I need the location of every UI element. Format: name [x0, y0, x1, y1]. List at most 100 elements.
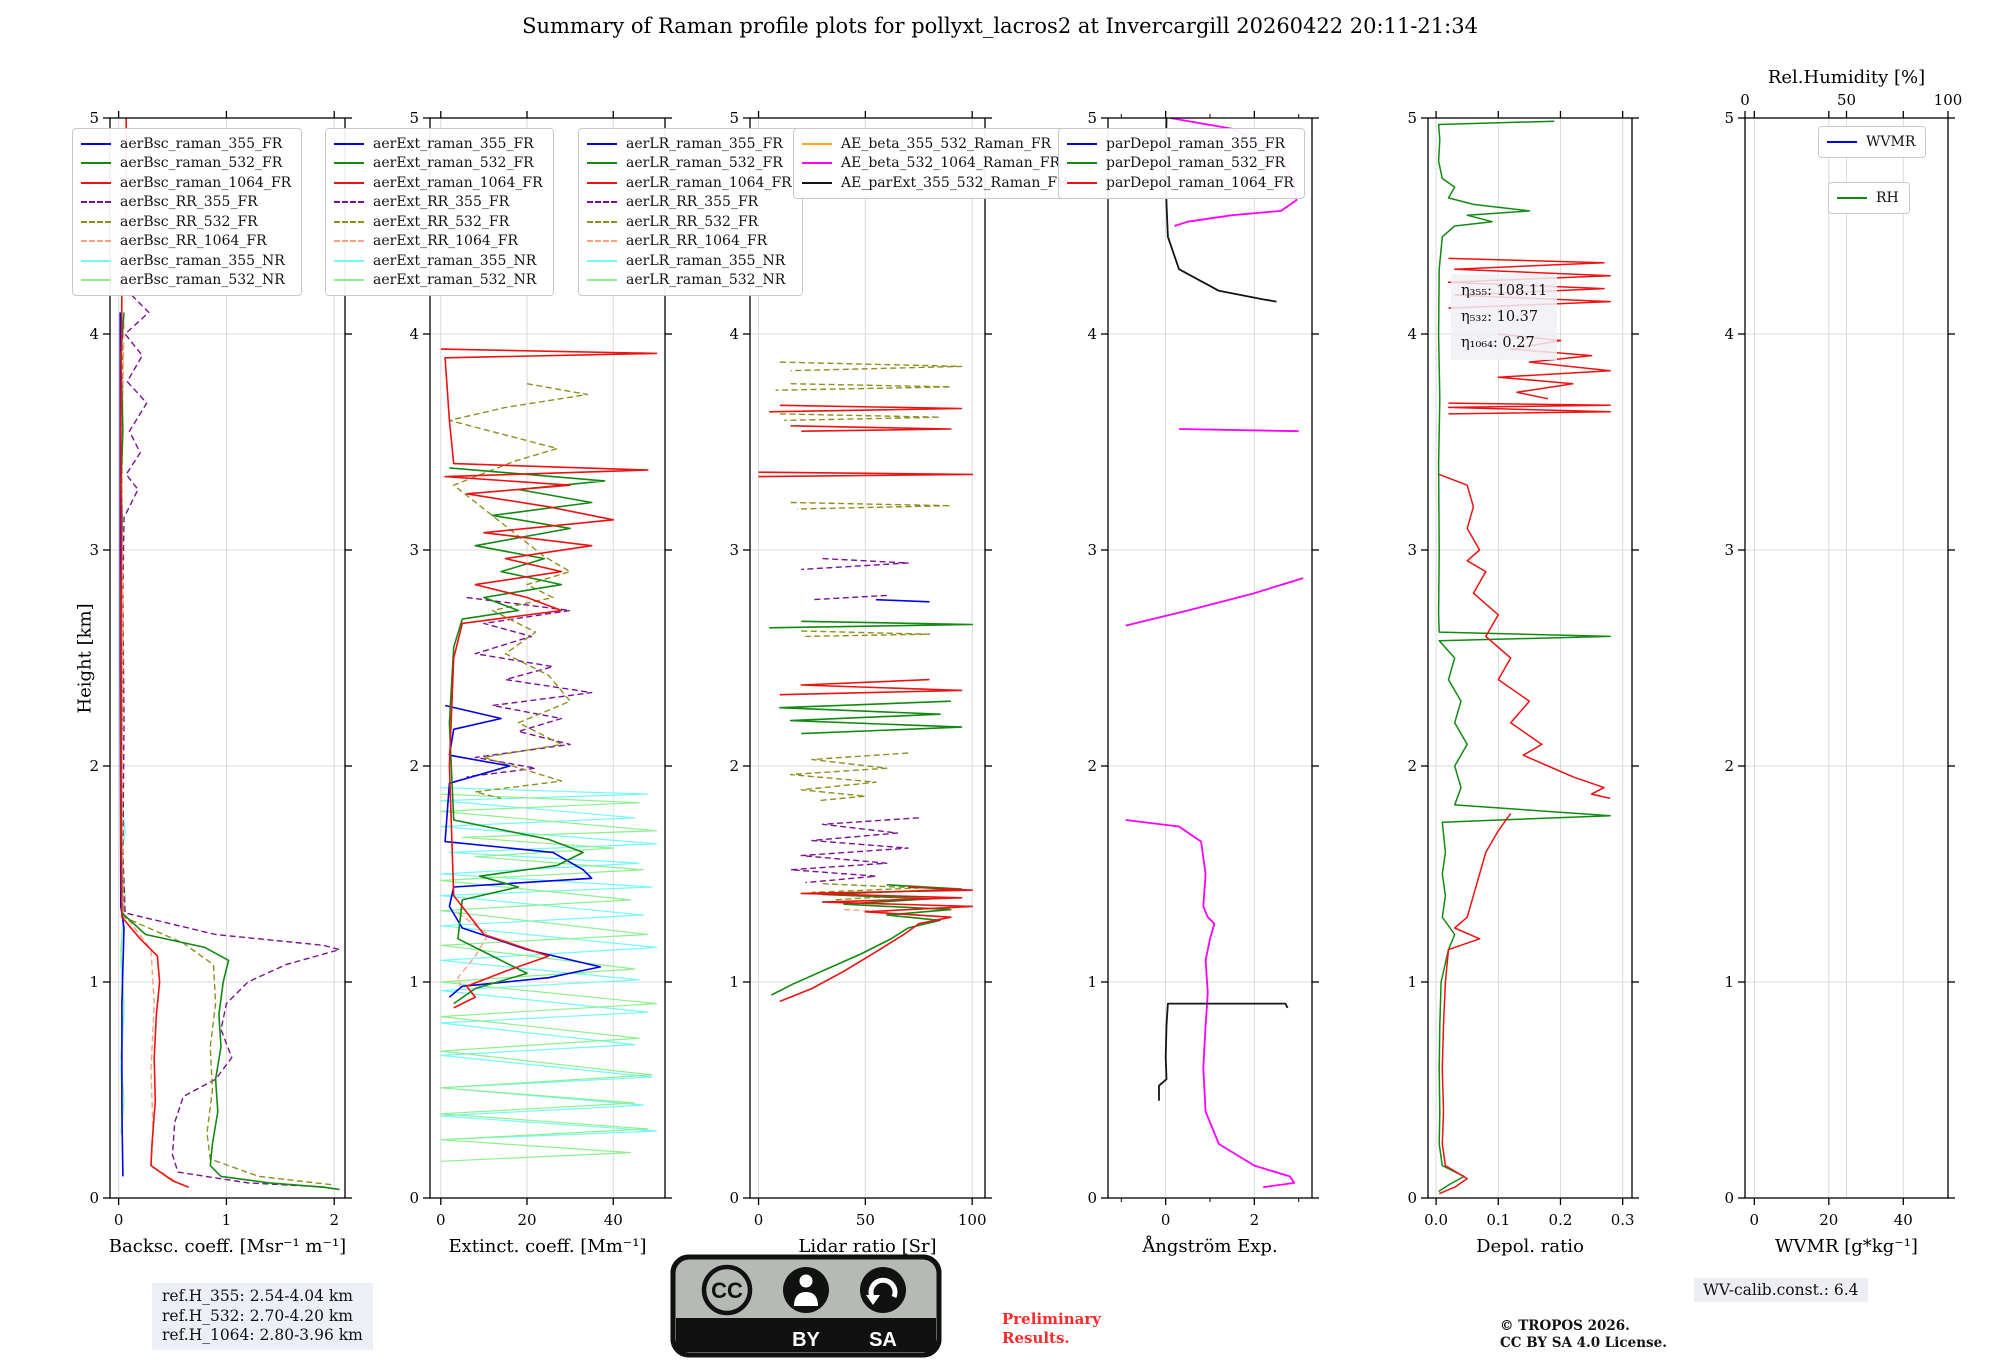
legend-line-swatch	[81, 279, 111, 282]
legend-label: aerExt_raman_1064_FR	[373, 174, 543, 191]
legend-extinction: aerExt_raman_355_FR aerExt_raman_532_FR ae…	[325, 128, 554, 296]
legend-item: aerBsc_raman_1064_FR	[81, 173, 291, 193]
legend-label: aerBsc_raman_532_FR	[120, 155, 283, 172]
svg-text:1: 1	[1407, 973, 1417, 991]
eta-532: η₅₃₂: 10.37	[1461, 309, 1539, 325]
ref-h-355: ref.H_355: 2.54-4.04 km	[162, 1287, 353, 1305]
panel-lidar-ratio: 0 50 100 0 1 2 3 4 5 Lidar ratio [Sr]	[729, 109, 992, 1257]
svg-text:2: 2	[409, 757, 419, 775]
legend-label: aerBsc_RR_355_FR	[120, 194, 258, 211]
panel-backscatter: 0 1 2 0 1 2 3 4 5 Backsc. coeff. [Msr⁻¹ m⁻¹]	[89, 109, 352, 1257]
legend-item: aerLR_raman_532_NR	[587, 271, 792, 291]
svg-text:3: 3	[1724, 541, 1734, 559]
svg-text:5: 5	[1087, 109, 1097, 127]
legend-line-swatch	[334, 279, 364, 282]
legend-item: aerLR_RR_1064_FR	[587, 232, 792, 252]
svg-text:0: 0	[1740, 91, 1750, 109]
legend-label: aerLR_raman_1064_FR	[626, 174, 792, 191]
series-aerLR_RR_355_FR	[811, 594, 887, 601]
series-parDepol_raman_1064_FR	[1447, 257, 1611, 309]
svg-text:50: 50	[856, 1211, 875, 1229]
series-aerLR_raman_1064_FR	[790, 425, 952, 432]
svg-text:2: 2	[1087, 757, 1097, 775]
svg-text:5: 5	[409, 109, 419, 127]
legend-line-swatch	[1067, 162, 1097, 165]
svg-text:3: 3	[409, 541, 419, 559]
legend-label: parDepol_raman_355_FR	[1106, 135, 1286, 152]
legend-item: aerExt_RR_355_FR	[334, 193, 543, 213]
series-AE_beta_532_1064_Raman_FR	[1125, 819, 1296, 1189]
svg-text:2: 2	[1724, 757, 1734, 775]
legend-line-swatch	[334, 142, 364, 145]
legend-line-swatch	[587, 220, 617, 223]
svg-text:50: 50	[1837, 91, 1856, 109]
svg-text:20: 20	[517, 1211, 536, 1229]
legend-label: RH	[1876, 189, 1899, 206]
depol-calibration-annotation: η₃₅₅: 108.11 η₅₃₂: 10.37 η₁₀₆₄: 0.27	[1451, 274, 1558, 360]
svg-text:5: 5	[1724, 109, 1734, 127]
legend-backscatter: aerBsc_raman_355_FR aerBsc_raman_532_FR ae…	[72, 128, 303, 296]
svg-text:0: 0	[754, 1211, 764, 1229]
legend-item: aerBsc_RR_532_FR	[81, 212, 291, 232]
svg-text:0: 0	[1161, 1211, 1171, 1229]
legend-line-swatch	[587, 181, 617, 184]
legend-item: AE_parExt_355_532_Raman_FR	[802, 173, 1068, 193]
xlabel-backscatter: Backsc. coeff. [Msr⁻¹ m⁻¹]	[109, 1236, 346, 1257]
legend-label: aerBsc_raman_355_NR	[120, 252, 285, 269]
legend-label: aerExt_raman_532_NR	[373, 272, 537, 289]
series-aerExt_raman_355_NR	[440, 787, 657, 1141]
series-AE_beta_532_1064_Raman_FR	[1125, 577, 1304, 627]
svg-text:1: 1	[222, 1211, 232, 1229]
xlabel-angstrom: Ångström Exp.	[1141, 1235, 1277, 1257]
legend-depol: parDepol_raman_355_FR parDepol_raman_532_…	[1058, 128, 1305, 199]
series-aerLR_RR_532_FR	[801, 630, 931, 638]
svg-text:4: 4	[729, 325, 739, 343]
legend-line-swatch	[587, 142, 617, 145]
legend-label: AE_beta_355_532_Raman_FR	[841, 135, 1052, 152]
legend-item: aerExt_RR_1064_FR	[334, 232, 543, 252]
legend-label: AE_parExt_355_532_Raman_FR	[841, 174, 1068, 191]
legend-item: aerLR_raman_355_FR	[587, 134, 792, 154]
svg-text:0: 0	[409, 1189, 419, 1207]
svg-text:1: 1	[409, 973, 419, 991]
svg-text:3: 3	[1407, 541, 1417, 559]
cc-icon	[701, 1264, 753, 1316]
legend-label: aerExt_raman_532_FR	[373, 155, 534, 172]
panel-depol: 0.0 0.1 0.2 0.3 0 1 2 3 4 5 Depol. ratio	[1407, 109, 1639, 1257]
legend-label: aerBsc_RR_1064_FR	[120, 233, 267, 250]
legend-item: aerLR_RR_532_FR	[587, 212, 792, 232]
legend-line-swatch	[802, 181, 832, 184]
legend-line-swatch	[334, 181, 364, 184]
legend-line-swatch	[81, 162, 111, 165]
legend-label: aerExt_RR_532_FR	[373, 213, 510, 230]
panel-angstrom: 0 2 0 1 2 3 4 5 Ångström Exp.	[1087, 109, 1319, 1257]
legend-item: aerLR_raman_1064_FR	[587, 173, 792, 193]
legend-item: aerBsc_raman_355_NR	[81, 251, 291, 271]
svg-text:20: 20	[1819, 1211, 1838, 1229]
wv-calibration-note: WV-calib.const.: 6.4	[1694, 1278, 1868, 1302]
legend-item: parDepol_raman_532_FR	[1067, 154, 1294, 174]
series-aerLR_RR_532_FR	[775, 383, 952, 391]
eta-355: η₃₅₅: 108.11	[1461, 283, 1548, 299]
legend-item: parDepol_raman_1064_FR	[1067, 173, 1294, 193]
legend-label: aerLR_raman_532_NR	[626, 272, 786, 289]
svg-text:2: 2	[729, 757, 739, 775]
svg-text:40: 40	[604, 1211, 623, 1229]
svg-text:0: 0	[1087, 1189, 1097, 1207]
legend-line-swatch	[81, 240, 111, 243]
series-aerExt_raman_532_FR	[448, 467, 606, 1005]
svg-text:2: 2	[329, 1211, 339, 1229]
legend-item: aerExt_raman_532_FR	[334, 154, 543, 174]
xlabel-wvmr: WVMR [g*kg⁻¹]	[1775, 1236, 1918, 1257]
xlabel-lidar-ratio: Lidar ratio [Sr]	[798, 1236, 936, 1257]
legend-item: WVMR	[1827, 132, 1915, 152]
series-aerExt_raman_532_NR	[440, 793, 657, 1162]
svg-text:0: 0	[1750, 1211, 1760, 1229]
svg-text:0.1: 0.1	[1486, 1211, 1510, 1229]
copyright-note: © TROPOS 2026. CC BY SA 4.0 License.	[1500, 1318, 1667, 1351]
legend-label: aerExt_raman_355_NR	[373, 252, 537, 269]
svg-text:100: 100	[1934, 91, 1963, 109]
legend-line-swatch	[1067, 181, 1097, 184]
